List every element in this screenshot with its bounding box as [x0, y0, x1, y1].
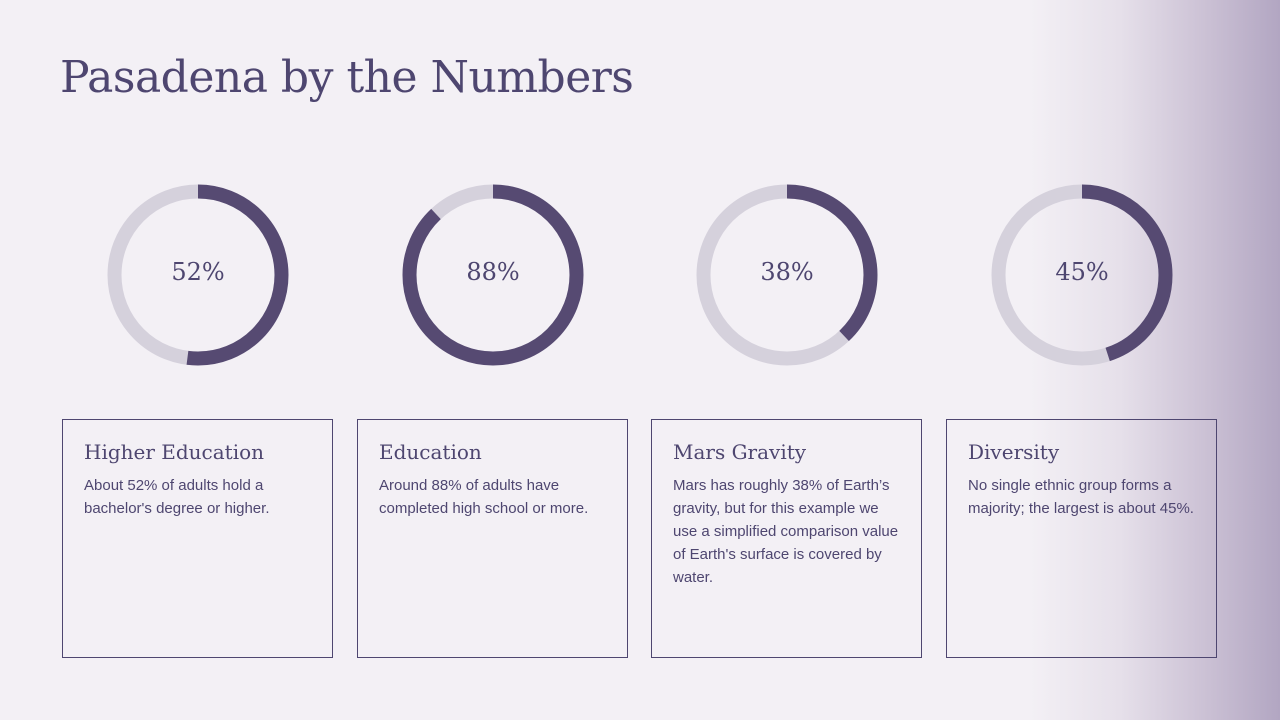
donut-percentage: 88% — [466, 258, 520, 286]
card-heading: Mars Gravity — [673, 440, 807, 464]
donut-chart-diversity: 45% — [991, 184, 1173, 366]
donut-ring — [107, 184, 289, 366]
donut-percentage: 45% — [1055, 258, 1109, 286]
donut-ring — [991, 184, 1173, 366]
donut-progress — [696, 184, 878, 366]
donut-chart-mars-gravity: 38% — [696, 184, 878, 366]
stat-card-education: Education Around 88% of adults have comp… — [357, 419, 628, 658]
card-heading: Diversity — [968, 440, 1060, 464]
donut-chart-higher-education: 52% — [107, 184, 289, 366]
donut-chart-education: 88% — [402, 184, 584, 366]
donut-percentage: 38% — [760, 258, 814, 286]
donut-ring — [696, 184, 878, 366]
page-title: Pasadena by the Numbers — [60, 52, 634, 103]
donut-ring — [402, 184, 584, 366]
donut-progress — [402, 184, 584, 366]
card-description: Around 88% of adults have completed high… — [379, 477, 589, 517]
donut-progress — [991, 184, 1173, 366]
card-heading: Education — [379, 440, 482, 464]
card-heading: Higher Education — [84, 440, 265, 464]
donut-progress — [107, 184, 289, 366]
stat-card-diversity: Diversity No single ethnic group forms a… — [946, 419, 1217, 658]
donut-percentage: 52% — [171, 258, 225, 286]
card-description: No single ethnic group forms a majority;… — [968, 477, 1194, 517]
card-description: About 52% of adults hold a bachelor's de… — [84, 477, 270, 517]
card-description: Mars has roughly 38% of Earth’s gravity,… — [673, 477, 899, 586]
stat-card-mars-gravity: Mars Gravity Mars has roughly 38% of Ear… — [651, 419, 922, 658]
stat-card-higher-education: Higher Education About 52% of adults hol… — [62, 419, 333, 658]
